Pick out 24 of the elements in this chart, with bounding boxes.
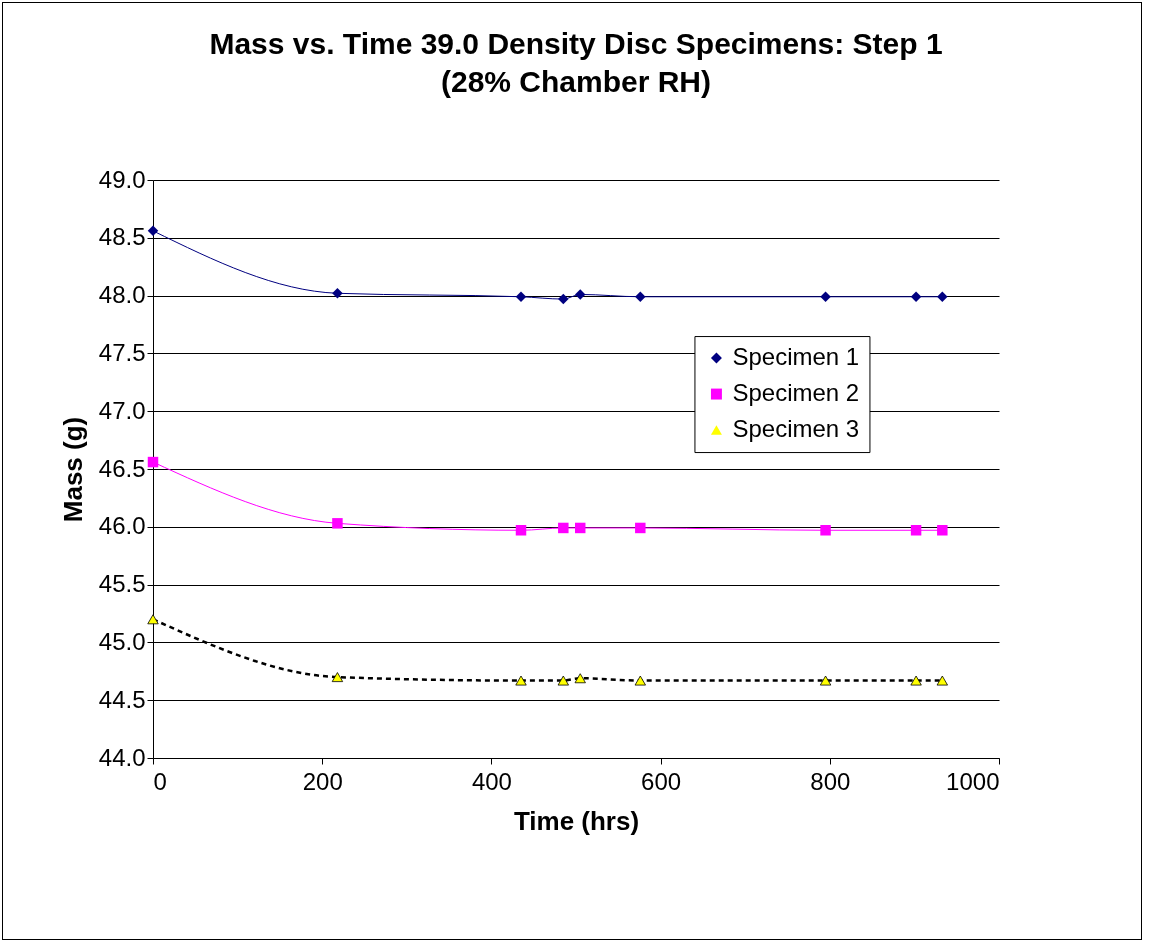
y-tick-label: 44.5	[98, 685, 146, 713]
legend-label: Specimen 2	[732, 379, 860, 407]
x-tick-label: 800	[810, 767, 851, 795]
y-tick-label: 48.0	[98, 281, 146, 309]
x-tick-label: 1000	[946, 767, 1000, 795]
y-tick-label: 46.5	[98, 454, 146, 482]
x-tick-label: 200	[302, 767, 343, 795]
chart-title: Mass vs. Time 39.0 Density Disc Specimens: Step 1	[209, 27, 943, 60]
legend-label: Specimen 3	[732, 415, 860, 443]
y-tick-label: 45.5	[98, 570, 146, 598]
y-tick-label: 44.0	[98, 743, 146, 771]
legend-label: Specimen 1	[732, 343, 860, 371]
y-tick-label: 47.5	[98, 338, 146, 366]
chart-subtitle: (28% Chamber RH)	[440, 65, 712, 98]
x-tick-label: 0	[153, 767, 167, 795]
y-tick-label: 45.0	[98, 627, 146, 655]
y-tick-label: 48.5	[98, 223, 146, 251]
x-tick-label: 400	[471, 767, 512, 795]
x-axis-title: Time (hrs)	[513, 805, 640, 836]
y-axis-title: Mass (g)	[57, 416, 88, 523]
y-tick-label: 46.0	[98, 512, 146, 540]
x-tick-label: 600	[641, 767, 682, 795]
y-tick-label: 49.0	[98, 165, 146, 193]
y-tick-label: 47.0	[98, 396, 146, 424]
